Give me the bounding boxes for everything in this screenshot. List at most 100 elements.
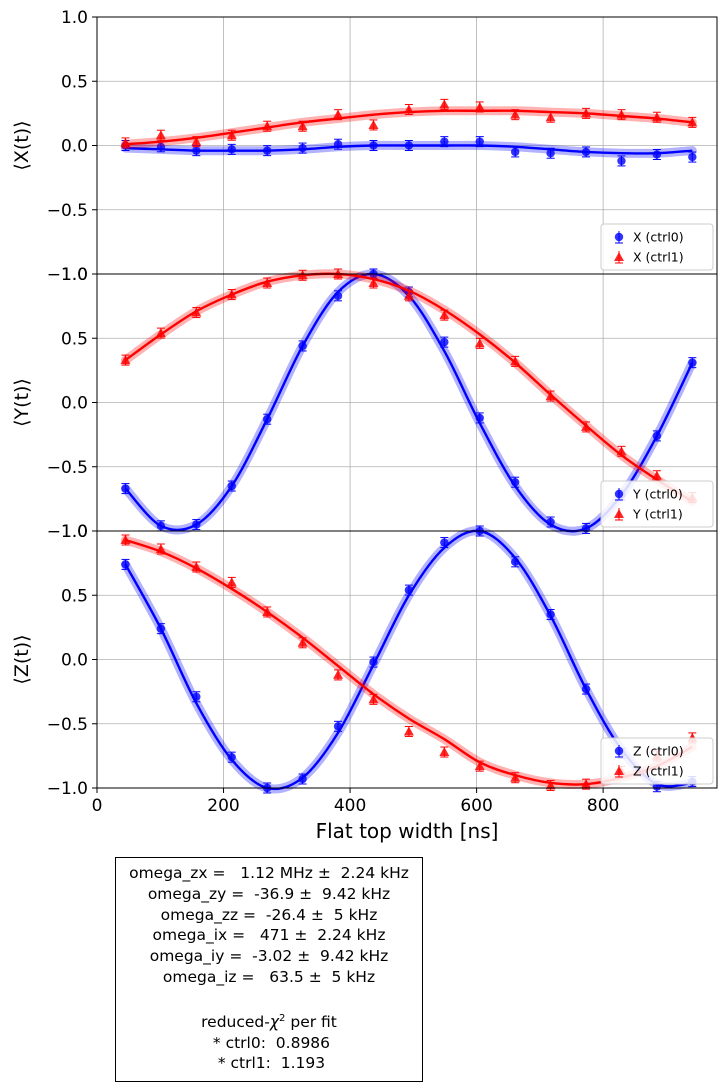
data-point <box>156 142 166 151</box>
fit-confidence-band <box>120 269 697 506</box>
y-axis-label: ⟨X(t)⟩ <box>11 120 33 170</box>
data-point <box>227 481 236 491</box>
data-point <box>262 277 273 287</box>
data-point <box>688 152 697 162</box>
x-axis-label: Flat top width [ns] <box>316 819 499 843</box>
data-point <box>262 415 272 424</box>
data-point <box>120 534 131 544</box>
legend-label: Y (ctrl1) <box>632 507 683 522</box>
data-point <box>333 140 343 149</box>
data-point <box>369 657 378 667</box>
data-point <box>581 779 592 789</box>
x-tick-label: 200 <box>207 796 239 816</box>
data-point <box>120 355 131 365</box>
series-y-ctrl1- <box>120 268 698 506</box>
y-axis-label: ⟨Z(t)⟩ <box>11 634 33 684</box>
legend: X (ctrl0) X (ctrl1) <box>600 223 714 271</box>
data-point <box>404 141 414 150</box>
legend-marker <box>614 489 624 499</box>
data-point <box>652 782 662 791</box>
data-point <box>545 780 556 790</box>
data-point <box>439 99 450 109</box>
data-point <box>227 752 236 762</box>
y-tick-label: −1.0 <box>47 779 88 799</box>
x-tick-label: 400 <box>334 796 366 816</box>
y-tick-label: −0.5 <box>47 201 88 221</box>
y-axis-label: ⟨Y(t)⟩ <box>11 378 33 427</box>
data-point <box>439 310 450 320</box>
data-point <box>369 141 378 150</box>
data-point <box>368 119 379 129</box>
data-point <box>262 606 273 616</box>
legend-marker <box>614 509 624 518</box>
data-point <box>333 109 344 119</box>
data-point <box>581 147 591 157</box>
data-point <box>581 421 592 431</box>
legend-marker <box>614 232 624 242</box>
data-point <box>688 358 697 367</box>
legend-frame <box>600 223 714 271</box>
data-point <box>156 521 166 531</box>
data-point <box>155 130 166 140</box>
data-point <box>474 761 485 771</box>
data-point <box>510 557 520 567</box>
fit-results-box: omega_zx = 1.12 MHz ± 2.24 kHz omega_zy … <box>115 857 423 1082</box>
data-point <box>510 772 521 782</box>
panel-3: −1.0 −0.5 0.0 0.5 1.0 ⟨Z(t)⟩ Z (ctrl0) Z (ctrl1… <box>11 522 718 799</box>
fit-line-omega-zz: omega_zz = -26.4 ± 5 kHz <box>160 905 378 924</box>
data-point <box>192 146 201 155</box>
data-point <box>155 328 166 338</box>
data-point <box>226 289 237 299</box>
data-point <box>652 431 662 441</box>
data-point <box>121 484 130 493</box>
data-point <box>404 585 414 595</box>
y-tick-label: −1.0 <box>47 265 88 285</box>
fit-line-omega-iy: omega_iy = -3.02 ± 9.42 kHz <box>149 947 389 966</box>
data-point <box>616 446 627 456</box>
x-tick-label: 0 <box>92 796 103 816</box>
data-point <box>298 143 307 153</box>
legend-frame <box>600 480 714 528</box>
chi-square-ctrl1: * ctrl1: 1.193 <box>212 1054 326 1073</box>
legend-label: X (ctrl1) <box>633 250 684 265</box>
y-tick-label: 0.0 <box>61 651 88 671</box>
y-tick-label: 1.0 <box>61 265 88 285</box>
data-point <box>368 277 379 287</box>
data-point <box>262 146 272 155</box>
data-point <box>120 137 131 147</box>
data-point <box>226 577 237 587</box>
fit-line-omega-zy: omega_zy = -36.9 ± 9.42 kHz <box>147 884 391 903</box>
legend-marker <box>614 766 624 775</box>
data-point <box>617 156 626 166</box>
legend-label: X (ctrl0) <box>633 230 684 245</box>
legend-label: Z (ctrl1) <box>633 764 684 779</box>
data-point <box>191 561 202 571</box>
y-tick-label: 0.0 <box>61 394 88 414</box>
data-point <box>545 391 556 401</box>
fit-line-omega-iz: omega_iz = 63.5 ± 5 kHz <box>162 967 376 986</box>
data-point <box>192 692 201 701</box>
data-point <box>191 307 202 317</box>
data-point <box>227 145 236 154</box>
data-point <box>297 121 308 131</box>
data-point <box>333 291 343 301</box>
y-tick-label: 0.0 <box>61 137 88 157</box>
data-point <box>440 538 449 547</box>
data-point <box>403 104 414 114</box>
y-tick-label: 0.5 <box>61 329 88 349</box>
series-x-ctrl1- <box>120 98 698 149</box>
data-point <box>474 101 485 111</box>
legend-marker <box>614 746 624 756</box>
data-point <box>475 137 484 146</box>
figure: −1.0 −0.5 0.0 0.5 1.0 ⟨X(t)⟩ X (ctrl0) X (ctrl1… <box>11 8 718 843</box>
data-point <box>298 774 307 784</box>
legend: Y (ctrl0) Y (ctrl1) <box>600 480 714 528</box>
y-tick-label: −0.5 <box>47 715 88 735</box>
panel-1: −1.0 −0.5 0.0 0.5 1.0 ⟨X(t)⟩ X (ctrl0) X (ctrl1… <box>11 8 718 285</box>
data-point <box>262 121 273 131</box>
legend-label: Z (ctrl0) <box>633 744 684 759</box>
y-tick-label: −1.0 <box>47 522 88 542</box>
data-point <box>546 517 555 527</box>
data-point <box>510 356 521 366</box>
data-point <box>121 560 130 569</box>
